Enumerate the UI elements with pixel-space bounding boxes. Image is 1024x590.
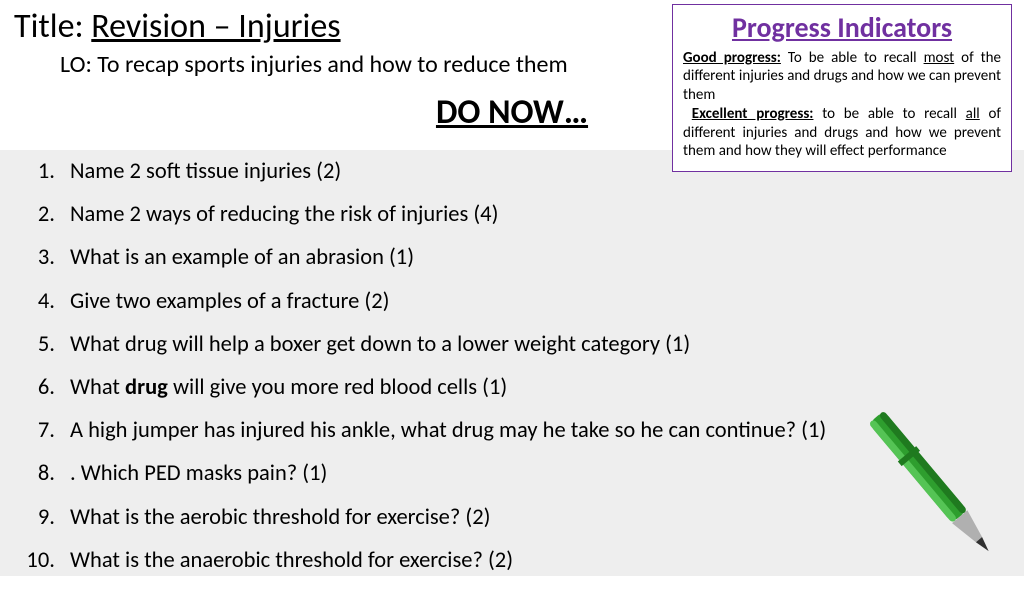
list-item: What is an example of an abrasion (1) [60,244,1006,271]
progress-body: Good progress: To be able to recall most… [683,49,1001,162]
questions-list: Name 2 soft tissue injuries (2)Name 2 wa… [36,158,1006,590]
list-item: What drug will give you more red blood c… [60,374,1006,401]
progress-title: Progress Indicators [683,11,1001,45]
list-item: Name 2 ways of reducing the risk of inju… [60,201,1006,228]
list-item: A high jumper has injured his ankle, wha… [60,417,1006,444]
good-progress-label: Good progress: [683,49,781,67]
learning-objective: LO: To recap sports injuries and how to … [60,50,568,79]
excellent-progress-label: Excellent progress: [692,105,814,123]
list-item: What is the anaerobic threshold for exer… [60,547,1006,574]
title-label: Title [14,6,74,47]
list-item: What is the aerobic threshold for exerci… [60,504,1006,531]
progress-indicators-box: Progress Indicators Good progress: To be… [672,4,1012,172]
page-title: Title: Revision – Injuries [14,6,341,47]
list-item: What drug will help a boxer get down to … [60,331,1006,358]
title-value: Revision – Injuries [91,6,340,47]
list-item: . Which PED masks pain? (1) [60,460,1006,487]
list-item: Give two examples of a fracture (2) [60,288,1006,315]
